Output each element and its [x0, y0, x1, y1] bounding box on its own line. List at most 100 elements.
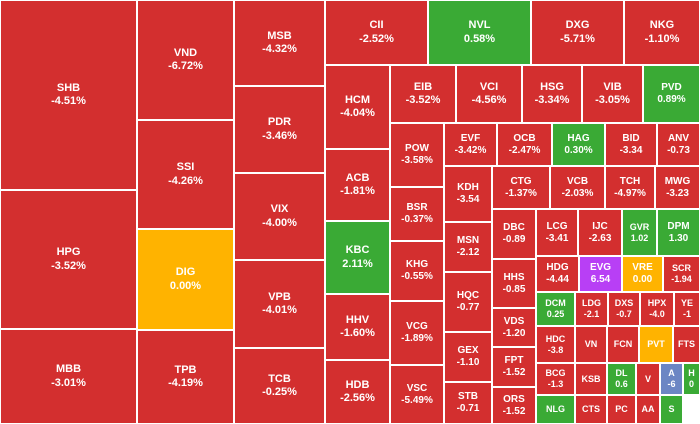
stock-tile-gvr[interactable]: GVR 1.02: [622, 209, 657, 256]
stock-tile-tch[interactable]: TCH -4.97%: [605, 166, 655, 209]
stock-tile-dbc[interactable]: DBC -0.89: [492, 209, 536, 259]
stock-tile-msn[interactable]: MSN -2.12: [444, 222, 492, 272]
stock-tile-evg[interactable]: EVG 6.54: [579, 256, 622, 292]
stock-tile-vsc[interactable]: VSC -5.49%: [390, 365, 444, 424]
stock-symbol: GVR: [629, 221, 650, 232]
stock-tile-ksb[interactable]: KSB: [575, 363, 607, 395]
stock-tile-hdg[interactable]: HDG -4.44: [536, 256, 579, 292]
stock-tile-shb[interactable]: SHB -4.51%: [0, 0, 137, 190]
stock-change: 6.54: [590, 274, 611, 285]
stock-symbol: DL: [615, 368, 628, 379]
stock-tile-evf[interactable]: EVF -3.42%: [444, 123, 497, 166]
stock-change: -3.34: [619, 144, 643, 156]
stock-tile-vnd[interactable]: VND -6.72%: [137, 0, 234, 120]
stock-change: -1.20: [502, 327, 526, 339]
stock-tile-msb[interactable]: MSB -4.32%: [234, 0, 325, 86]
stock-tile-hdc[interactable]: HDC -3.8: [536, 326, 575, 363]
stock-tile-bsr[interactable]: BSR -0.37%: [390, 187, 444, 241]
stock-tile-vn[interactable]: VN: [575, 326, 607, 363]
stock-symbol: ORS: [503, 393, 525, 405]
stock-tile-mbb[interactable]: MBB -3.01%: [0, 329, 137, 424]
stock-tile-tcb[interactable]: TCB -0.25%: [234, 348, 325, 424]
stock-tile-pvt[interactable]: PVT: [639, 326, 673, 363]
stock-tile-acb[interactable]: ACB -1.81%: [325, 149, 390, 221]
stock-tile-hdb[interactable]: HDB -2.56%: [325, 360, 390, 424]
stock-tile-dig[interactable]: DIG 0.00%: [137, 229, 234, 330]
stock-tile-fts[interactable]: FTS: [673, 326, 700, 363]
stock-tile-nkg[interactable]: NKG -1.10%: [624, 0, 700, 65]
stock-tile-bcg[interactable]: BCG -1.3: [536, 363, 575, 395]
stock-tile-nvl[interactable]: NVL 0.58%: [428, 0, 531, 65]
stock-tile-vds[interactable]: VDS -1.20: [492, 308, 536, 347]
stock-tile-khg[interactable]: KHG -0.55%: [390, 241, 444, 301]
stock-tile-dxs[interactable]: DXS -0.7: [608, 292, 640, 326]
stock-tile-aa[interactable]: AA: [636, 395, 660, 424]
stock-tile-vcg[interactable]: VCG -1.89%: [390, 301, 444, 365]
stock-tile-ldg[interactable]: LDG -2.1: [575, 292, 608, 326]
stock-tile-vre[interactable]: VRE 0.00: [622, 256, 663, 292]
stock-symbol: LCG: [546, 220, 568, 232]
stock-change: -4.26%: [168, 174, 203, 187]
stock-tile-vci[interactable]: VCI -4.56%: [456, 65, 522, 123]
stock-tile-hhv[interactable]: HHV -1.60%: [325, 294, 390, 360]
stock-tile-vib[interactable]: VIB -3.05%: [582, 65, 643, 123]
stock-tile-dcm[interactable]: DCM 0.25: [536, 292, 575, 326]
stock-tile-ocb[interactable]: OCB -2.47%: [497, 123, 552, 166]
stock-tile-hhs[interactable]: HHS -0.85: [492, 259, 536, 308]
stock-tile-ctg[interactable]: CTG -1.37%: [492, 166, 550, 209]
stock-change: 0.00%: [169, 279, 202, 292]
stock-tile-bid[interactable]: BID -3.34: [605, 123, 657, 166]
stock-change: -1: [682, 309, 691, 319]
stock-symbol: YE: [680, 298, 693, 309]
stock-tile-fcn[interactable]: FCN: [607, 326, 639, 363]
stock-tile-pvd[interactable]: PVD 0.89%: [643, 65, 700, 123]
stock-change: -4.04%: [340, 107, 375, 119]
stock-tile-fpt[interactable]: FPT -1.52: [492, 347, 536, 387]
stock-tile-lcg[interactable]: LCG -3.41: [536, 209, 578, 256]
stock-tile-cii[interactable]: CII -2.52%: [325, 0, 428, 65]
stock-tile-ye[interactable]: YE -1: [674, 292, 700, 326]
stock-symbol: TCB: [268, 372, 291, 385]
stock-tile-mwg[interactable]: MWG -3.23: [655, 166, 700, 209]
stock-symbol: HCM: [344, 93, 371, 106]
stock-tile-hpg[interactable]: HPG -3.52%: [0, 190, 137, 329]
stock-tile-anv[interactable]: ANV -0.73: [657, 123, 700, 166]
stock-tile-dpm[interactable]: DPM 1.30: [657, 209, 700, 256]
stock-tile-tpb[interactable]: TPB -4.19%: [137, 330, 234, 424]
stock-change: -2.56%: [340, 392, 375, 404]
stock-tile-nlg[interactable]: NLG: [536, 395, 575, 424]
stock-change: 1.30: [668, 232, 689, 244]
stock-tile-gex[interactable]: GEX -1.10: [444, 332, 492, 382]
stock-tile-ssi[interactable]: SSI -4.26%: [137, 120, 234, 229]
stock-tile-pc[interactable]: PC: [607, 395, 636, 424]
stock-tile-kbc[interactable]: KBC 2.11%: [325, 221, 390, 294]
stock-tile-dxg[interactable]: DXG -5.71%: [531, 0, 624, 65]
stock-tile-stb[interactable]: STB -0.71: [444, 382, 492, 424]
stock-tile-kdh[interactable]: KDH -3.54: [444, 166, 492, 222]
stock-tile-scr[interactable]: SCR -1.94: [663, 256, 700, 292]
stock-tile-hqc[interactable]: HQC -0.77: [444, 272, 492, 332]
stock-tile-pdr[interactable]: PDR -3.46%: [234, 86, 325, 173]
stock-tile-ors[interactable]: ORS -1.52: [492, 387, 536, 424]
stock-tile-s[interactable]: S: [660, 395, 683, 424]
stock-tile-hcm[interactable]: HCM -4.04%: [325, 65, 390, 149]
stock-tile-cts[interactable]: CTS: [575, 395, 607, 424]
stock-change: 0.89%: [657, 94, 686, 105]
stock-tile-vcb[interactable]: VCB -2.03%: [550, 166, 605, 209]
stock-symbol: VDS: [503, 315, 525, 327]
stock-tile-a[interactable]: A -6: [660, 363, 683, 395]
stock-tile-v[interactable]: V: [636, 363, 660, 395]
stock-tile-ijc[interactable]: IJC -2.63: [578, 209, 622, 256]
stock-tile-eib[interactable]: EIB -3.52%: [390, 65, 456, 123]
stock-tile-hpx[interactable]: HPX -4.0: [640, 292, 674, 326]
stock-tile-hag[interactable]: HAG 0.30%: [552, 123, 605, 166]
stock-tile-hsg[interactable]: HSG -3.34%: [522, 65, 582, 123]
stock-tile-dl[interactable]: DL 0.6: [607, 363, 636, 395]
stock-symbol: HAG: [567, 132, 590, 144]
stock-change: -4.32%: [262, 43, 297, 55]
stock-tile-vpb[interactable]: VPB -4.01%: [234, 260, 325, 348]
stock-symbol: CTG: [510, 175, 532, 187]
stock-tile-vix[interactable]: VIX -4.00%: [234, 173, 325, 260]
stock-tile-pow[interactable]: POW -3.58%: [390, 123, 444, 187]
